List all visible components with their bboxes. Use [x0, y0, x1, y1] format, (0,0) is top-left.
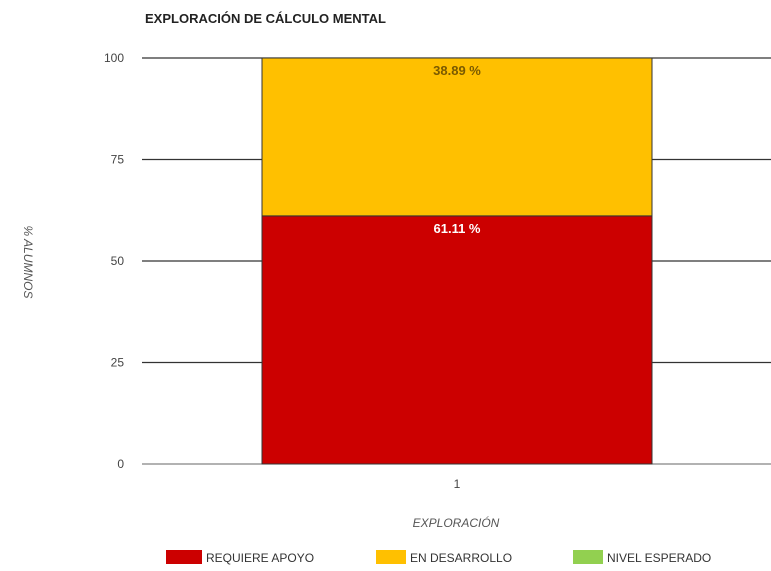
legend-swatch: [166, 550, 202, 564]
bar-segment: [261, 57, 653, 217]
x-axis-label: EXPLORACIÓN: [413, 515, 500, 530]
x-tick-label: 1: [454, 477, 461, 491]
legend: REQUIERE APOYO EN DESARROLLO NIVEL ESPERAD…: [166, 550, 711, 565]
legend-label: NIVEL ESPERADO: [607, 551, 711, 565]
y-tick-label: 50: [111, 254, 125, 268]
legend-label: REQUIERE APOYO: [206, 551, 314, 565]
y-tick-label: 75: [111, 153, 125, 167]
y-axis-ticks: 0 25 50 75 100: [104, 51, 124, 471]
y-tick-label: 25: [111, 356, 125, 370]
bar-data-label: 38.89 %: [433, 63, 481, 78]
legend-label: EN DESARROLLO: [410, 551, 512, 565]
legend-swatch: [376, 550, 406, 564]
y-axis-label: % ALUMNOS: [21, 226, 35, 299]
bar-data-labels: 61.11 % 38.89 %: [433, 63, 481, 236]
y-tick-label: 100: [104, 51, 124, 65]
legend-swatch: [573, 550, 603, 564]
chart-title: EXPLORACIÓN DE CÁLCULO MENTAL: [145, 11, 386, 26]
bar-segment: [261, 215, 653, 465]
bars: [261, 57, 653, 465]
bar-data-label: 61.11 %: [434, 221, 481, 236]
x-axis-ticks: 1: [454, 477, 461, 491]
y-tick-label: 0: [117, 457, 124, 471]
